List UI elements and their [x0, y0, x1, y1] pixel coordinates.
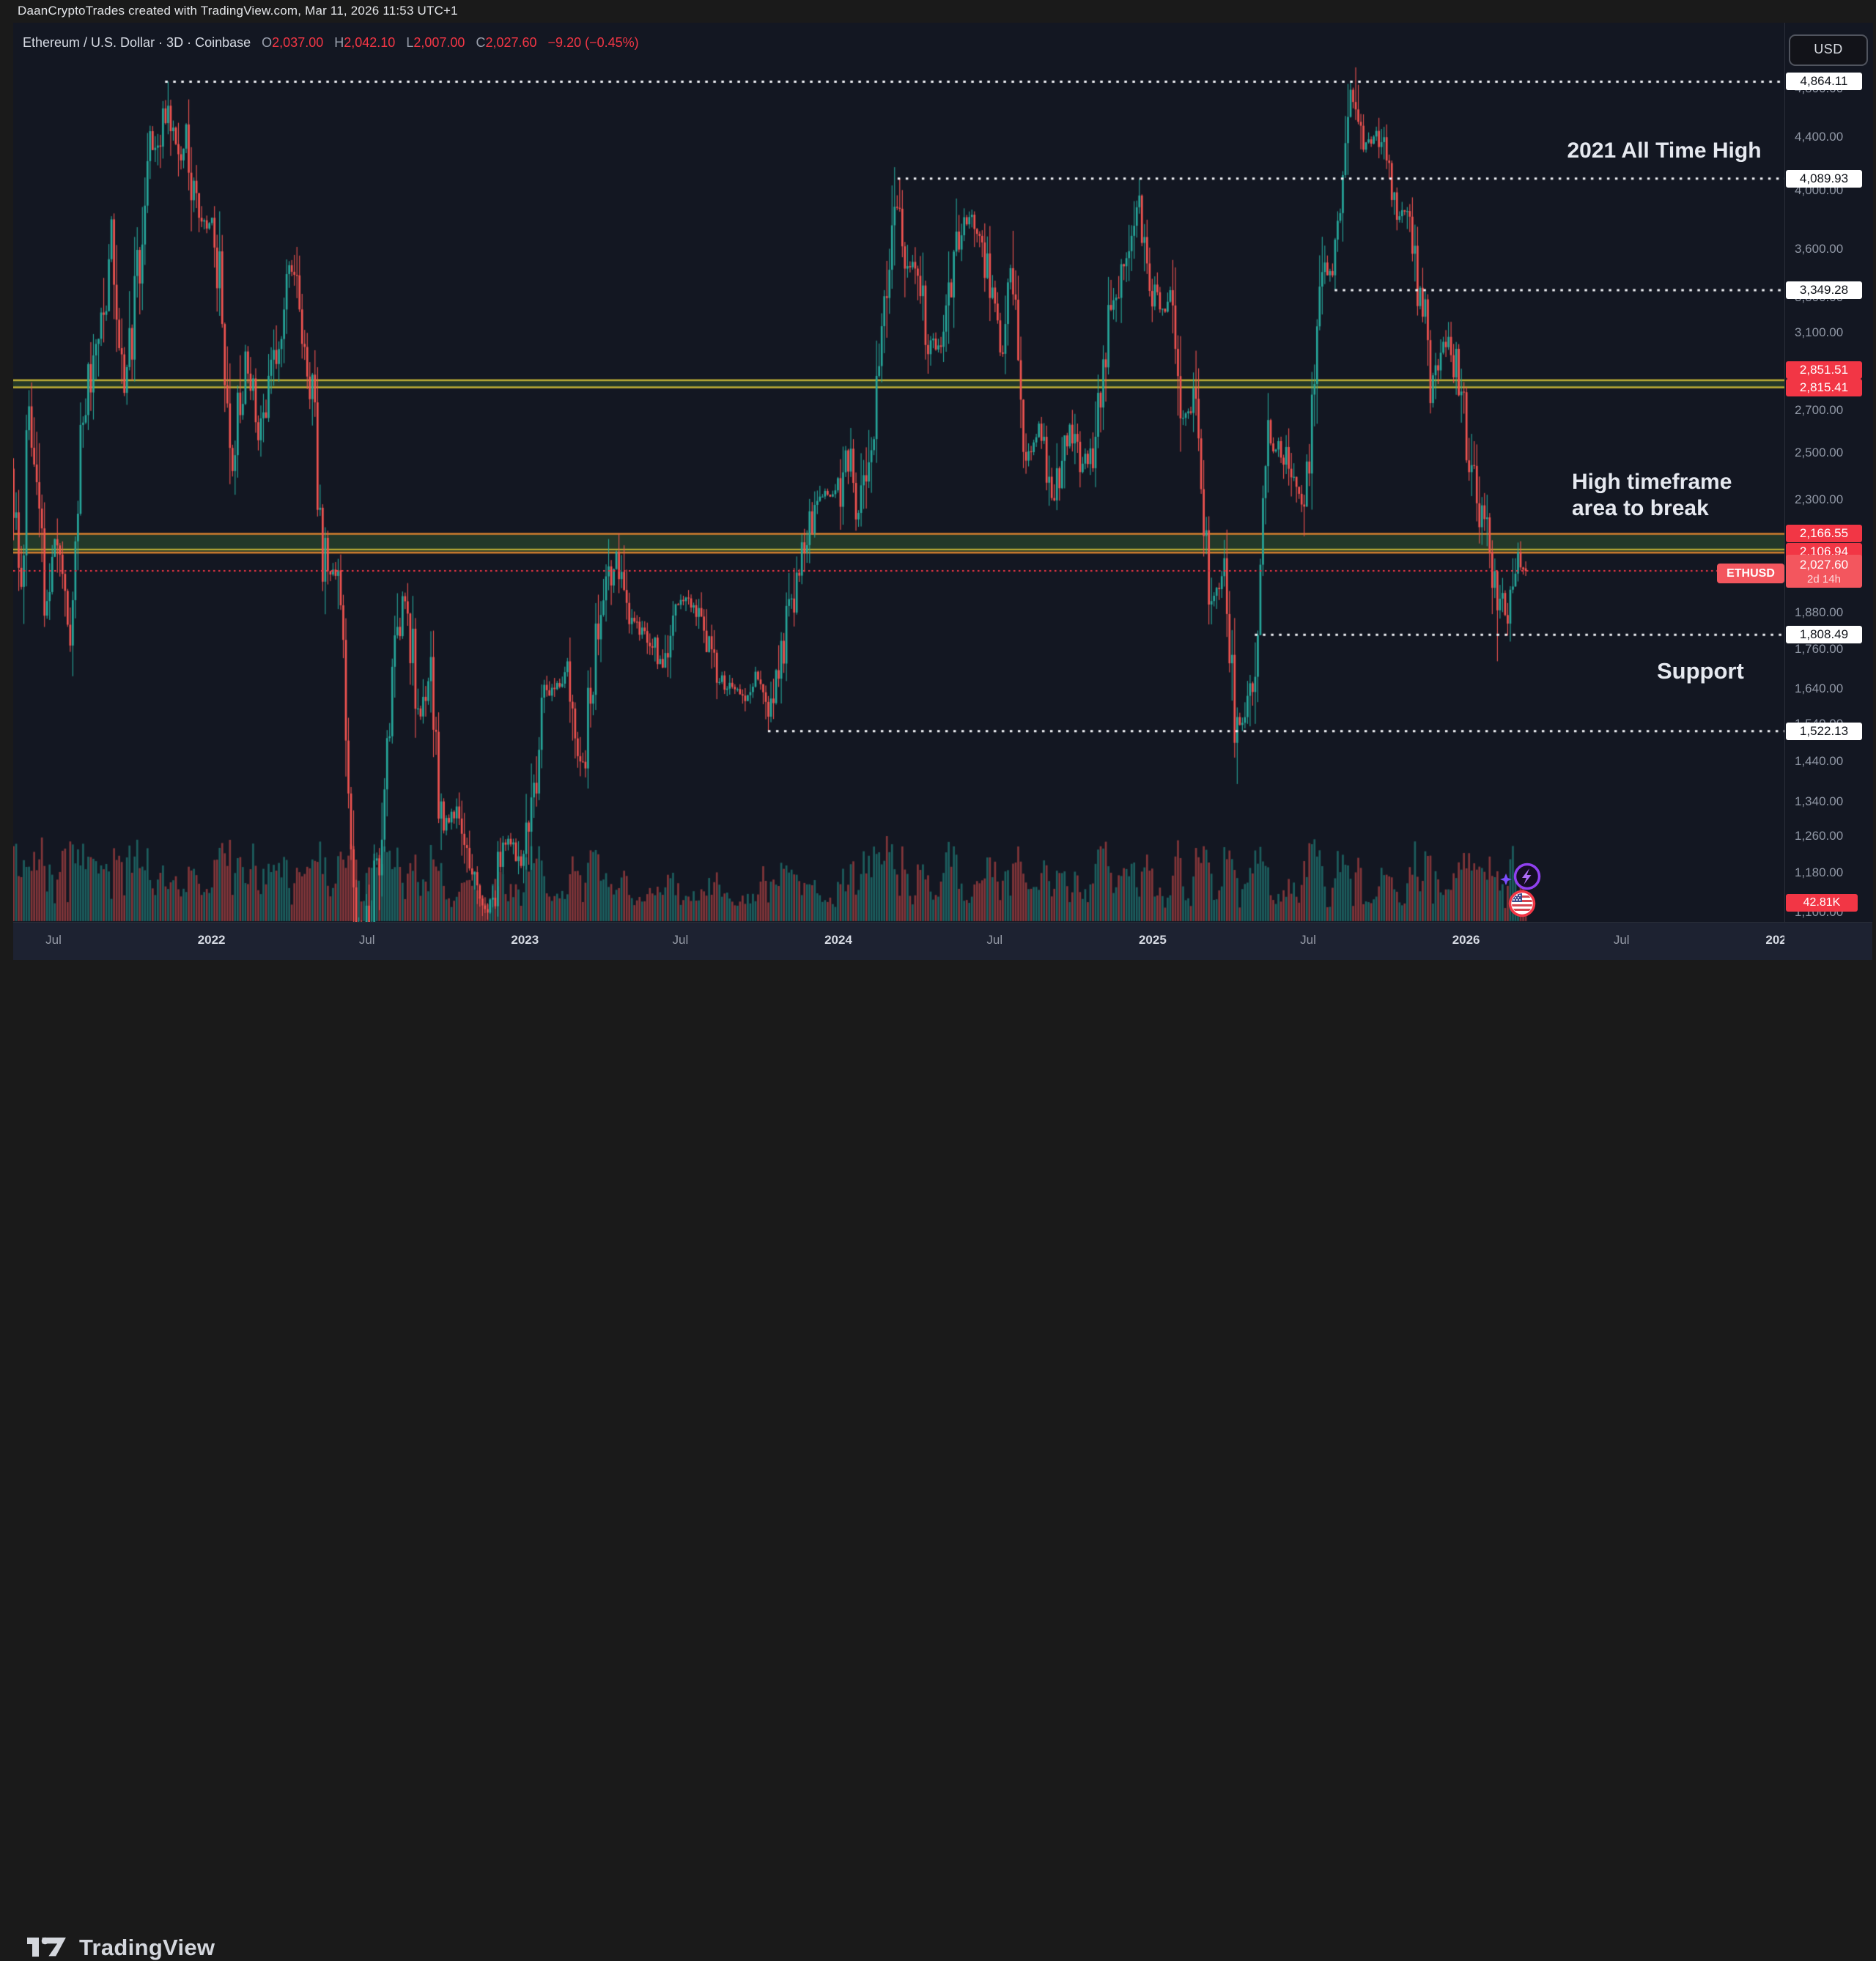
- attribution-bar: DaanCryptoTrades created with TradingVie…: [0, 0, 1876, 23]
- open-label: O: [262, 35, 273, 50]
- price-tick-label: 1,880.00: [1795, 605, 1844, 619]
- time-tick-label: 2022: [197, 933, 226, 947]
- price-axis[interactable]: USD 4,800.004,400.004,000.003,600.003,30…: [1784, 23, 1873, 922]
- price-tick-label: 1,340.00: [1795, 794, 1844, 809]
- close-value: 2,027.60: [485, 35, 537, 50]
- time-tick-label: Jul: [45, 933, 62, 947]
- price-tick-label: 2,500.00: [1795, 446, 1844, 460]
- annotation-support: Support: [1657, 658, 1744, 684]
- time-tick-label: Jul: [1300, 933, 1316, 947]
- time-tick-label: Jul: [358, 933, 375, 947]
- current-price-label: 2,027.60 2d 14h: [1786, 555, 1862, 588]
- price-tick-label: 1,640.00: [1795, 681, 1844, 695]
- price-tick-label: 3,600.00: [1795, 242, 1844, 256]
- annotation-htf-line2: area to break: [1572, 496, 1709, 520]
- currency-toggle-button[interactable]: USD: [1789, 34, 1868, 66]
- time-axis[interactable]: Jul 2022 Jul 2023 Jul 2024 Jul 2025 Jul 2026 Jul 20…: [13, 922, 1872, 961]
- price-level-label: 2,851.51: [1786, 361, 1862, 379]
- right-gutter: [1873, 23, 1876, 960]
- chart-pane[interactable]: Ethereum / U.S. Dollar · 3D · Coinbase O…: [13, 23, 1784, 922]
- price-level-label: 2,815.41: [1786, 378, 1862, 396]
- price-level-label: 4,089.93: [1786, 169, 1862, 188]
- time-tick-label: 2023: [511, 933, 539, 947]
- change-value: −9.20 (−0.45%): [547, 35, 639, 50]
- low-label: L: [406, 35, 414, 50]
- price-tick-label: 1,760.00: [1795, 642, 1844, 657]
- high-value: 2,042.10: [344, 35, 396, 50]
- annotation-ath: 2021 All Time High: [1567, 139, 1762, 163]
- tradingview-logo[interactable]: TradingView: [26, 1935, 215, 1961]
- annotation-htf: High timeframe area to break: [1572, 469, 1732, 522]
- price-tick-label: 3,100.00: [1795, 325, 1844, 340]
- sparkle-icon: [1500, 874, 1512, 885]
- symbol-title: Ethereum / U.S. Dollar · 3D · Coinbase: [23, 35, 251, 50]
- price-tick-label: 1,440.00: [1795, 754, 1844, 769]
- time-tick-label: Jul: [1613, 933, 1630, 947]
- open-value: 2,037.00: [272, 35, 324, 50]
- price-tick-label: 2,700.00: [1795, 402, 1844, 417]
- time-tick-label: 2024: [824, 933, 852, 947]
- low-value: 2,007.00: [413, 35, 465, 50]
- bottom-bar: TradingView: [0, 960, 1876, 1960]
- current-price-value: 2,027.60: [1799, 558, 1849, 572]
- volume-axis-label: 42.81K: [1786, 894, 1858, 912]
- us-flag-event-icon[interactable]: [1506, 887, 1538, 922]
- annotation-htf-line1: High timeframe: [1572, 470, 1732, 494]
- time-tick-label: Jul: [986, 933, 1003, 947]
- attribution-text: DaanCryptoTrades created with TradingVie…: [18, 4, 458, 18]
- close-label: C: [476, 35, 486, 50]
- price-level-label: 2,166.55: [1786, 525, 1862, 543]
- price-tick-label: 1,260.00: [1795, 829, 1844, 843]
- price-level-label: 1,522.13: [1786, 722, 1862, 740]
- symbol-price-tag: ETHUSD: [1717, 564, 1784, 583]
- lightning-bolt-icon: [1522, 868, 1532, 885]
- time-tick-label: 2026: [1452, 933, 1480, 947]
- candlestick-chart[interactable]: [13, 23, 1784, 922]
- price-tick-label: 2,300.00: [1795, 492, 1844, 506]
- tradingview-wordmark: TradingView: [79, 1935, 215, 1960]
- price-level-label: 3,349.28: [1786, 281, 1862, 300]
- high-label: H: [334, 35, 344, 50]
- price-level-label: 4,864.11: [1786, 73, 1862, 91]
- tradingview-logomark: [27, 1937, 66, 1957]
- symbol-legend[interactable]: Ethereum / U.S. Dollar · 3D · Coinbase O…: [23, 35, 639, 51]
- bar-countdown: 2d 14h: [1807, 573, 1841, 586]
- time-tick-label: 2027: [1765, 933, 1784, 947]
- time-tick-label: 2025: [1138, 933, 1167, 947]
- price-level-label: 1,808.49: [1786, 626, 1862, 644]
- lightning-event-icon[interactable]: [1499, 859, 1546, 898]
- time-tick-label: Jul: [672, 933, 689, 947]
- price-tick-label: 4,400.00: [1795, 129, 1844, 144]
- price-tick-label: 1,180.00: [1795, 865, 1844, 880]
